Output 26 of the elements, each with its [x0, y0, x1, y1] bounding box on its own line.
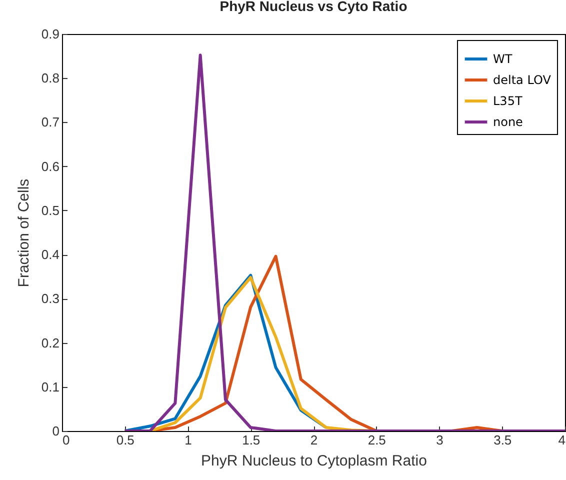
x-tick-label: 3.5 — [494, 432, 512, 448]
legend-label: WT — [493, 52, 513, 66]
x-tick-label: 1 — [184, 432, 192, 448]
y-tick-label: 0.8 — [41, 70, 60, 86]
y-tick-label: 0.4 — [41, 247, 60, 262]
y-tick-label: 0.5 — [41, 202, 60, 218]
x-tick-label: 4 — [558, 432, 566, 448]
x-tick-label: 2 — [310, 432, 318, 448]
legend-label: L35T — [493, 94, 523, 108]
x-tick-label: 0 — [62, 432, 70, 448]
x-axis-title: PhyR Nucleus to Cytoplasm Ratio — [201, 452, 427, 470]
legend-label: delta LOV — [493, 73, 552, 87]
chart-title: PhyR Nucleus vs Cyto Ratio — [220, 0, 408, 14]
x-tick-label: 1.5 — [242, 432, 260, 448]
y-axis-title: Fraction of Cells — [15, 178, 32, 288]
y-tick-label: 0.9 — [41, 26, 60, 42]
x-tick-label: 3 — [436, 432, 444, 448]
y-tick-label: 0.7 — [41, 114, 60, 130]
x-tick-label: 2.5 — [368, 432, 386, 448]
y-tick-label: 0.3 — [41, 291, 60, 306]
x-tick-label: 0.5 — [116, 432, 134, 448]
legend-label: none — [493, 115, 523, 129]
y-tick-label: 0.1 — [41, 379, 60, 394]
y-tick-label: 0.6 — [41, 158, 60, 174]
line-series — [123, 54, 565, 431]
y-tick-label: 0.2 — [41, 335, 60, 350]
